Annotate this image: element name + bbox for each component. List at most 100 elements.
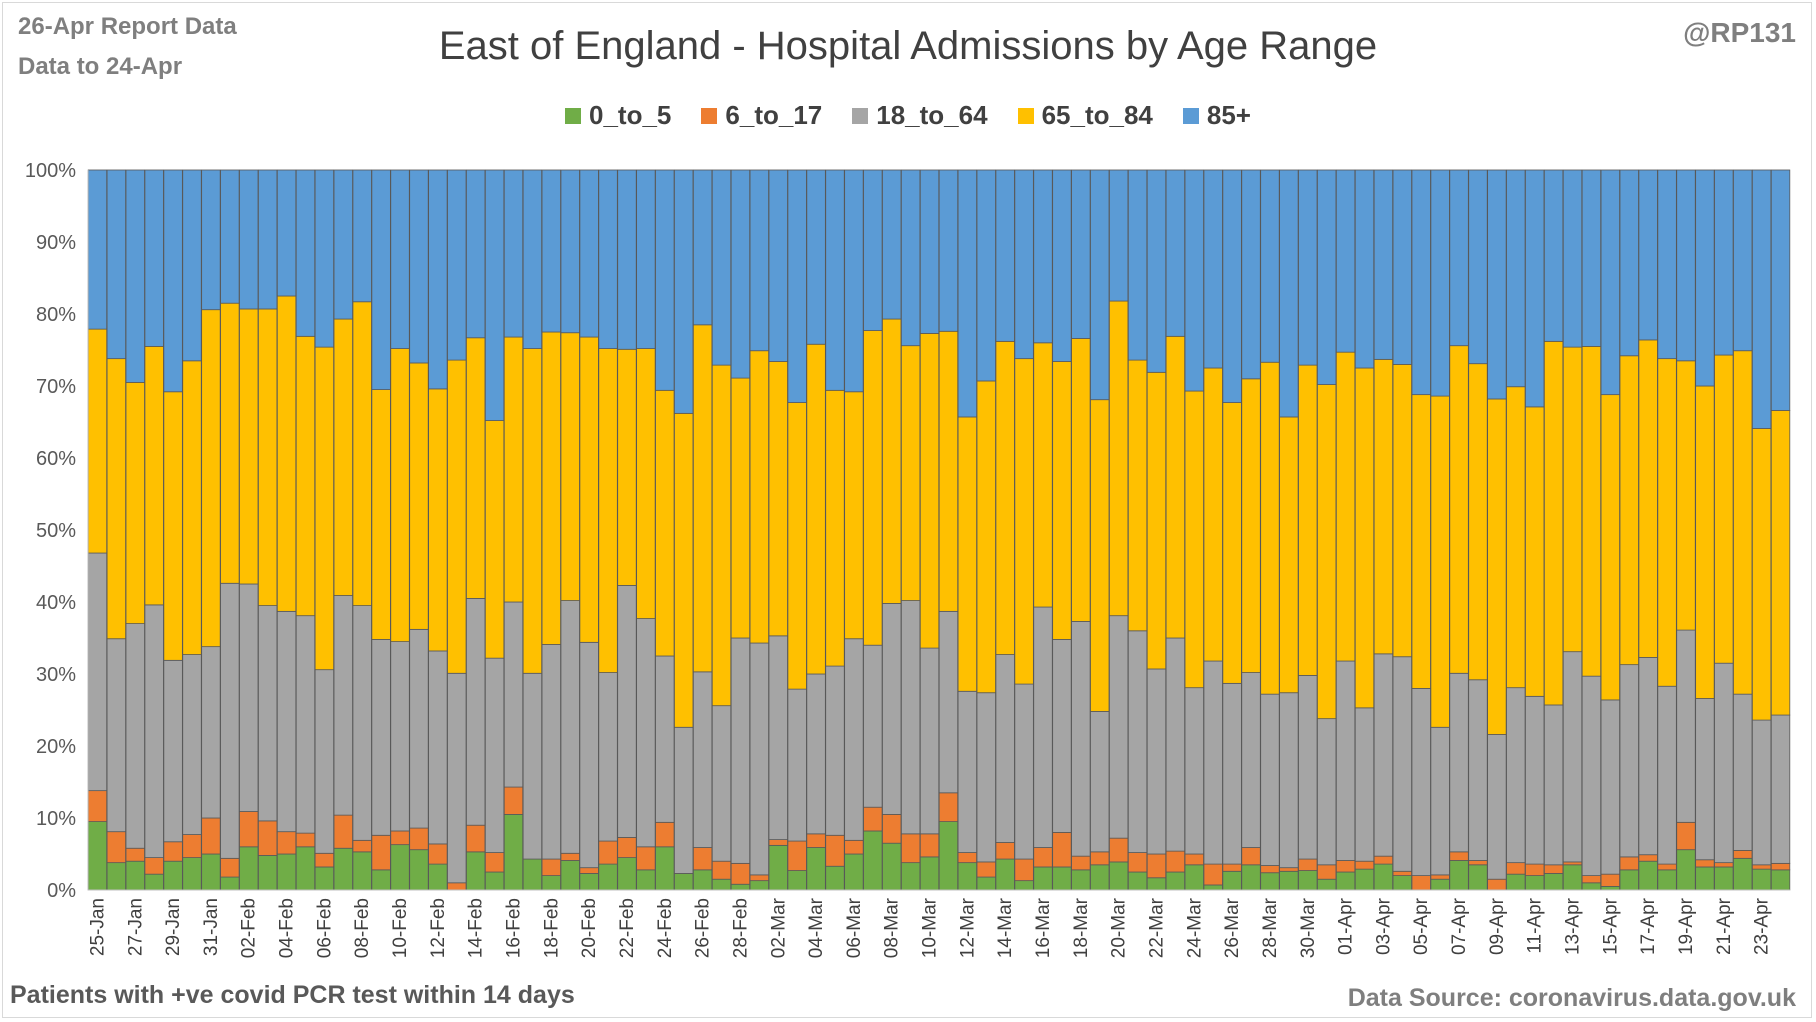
bar-segment-6-to-17: [390, 830, 410, 846]
bar-segment-65-to-84: [579, 336, 599, 643]
bar-segment-0-to-5: [1260, 872, 1280, 891]
bar-segment-6-to-17: [106, 831, 127, 864]
bar-segment-85-plus: [447, 169, 467, 361]
bar-segment-18-to-64: [1562, 651, 1583, 863]
bar-segment-6-to-17: [1298, 858, 1318, 871]
x-tick-label: 04-Feb: [277, 898, 298, 958]
bar-segment-65-to-84: [730, 377, 751, 639]
legend-label-0-to-5: 0_to_5: [589, 100, 672, 130]
bar-segment-18-to-64: [1298, 675, 1318, 860]
bar-segment-18-to-64: [787, 688, 807, 842]
bar-segment-18-to-64: [1222, 682, 1242, 865]
bar-segment-18-to-64: [1354, 707, 1375, 862]
bar-segment-85-plus: [692, 169, 713, 326]
bar-segment-65-to-84: [390, 348, 410, 643]
bar-segment-65-to-84: [1714, 354, 1734, 664]
x-tick-label: 30-Mar: [1298, 897, 1319, 958]
bar-segment-0-to-5: [579, 873, 599, 891]
bar-segment-65-to-84: [636, 348, 656, 619]
bar-segment-65-to-84: [1090, 399, 1110, 712]
bar-segment-0-to-5: [1146, 877, 1167, 891]
bar-segment-18-to-64: [541, 644, 561, 860]
bar-segment-6-to-17: [1562, 861, 1583, 866]
bar-segment-65-to-84: [484, 420, 505, 659]
x-tick-label: 14-Mar: [995, 897, 1016, 958]
bar-segment-85-plus: [503, 169, 524, 338]
bar-segment-18-to-64: [1203, 660, 1223, 865]
bar-segment-85-plus: [1014, 169, 1034, 360]
bar-segment-85-plus: [957, 169, 978, 418]
bar-segment-18-to-64: [125, 623, 145, 849]
bar-segment-6-to-17: [957, 852, 978, 864]
bar-segment-6-to-17: [1733, 850, 1753, 859]
bar-segment-65-to-84: [1298, 364, 1318, 676]
bar-segment-18-to-64: [1600, 699, 1621, 875]
y-tick-label: 100%: [25, 160, 76, 182]
bar-segment-0-to-5: [1506, 873, 1526, 891]
bar-segment-18-to-64: [484, 657, 505, 853]
bar-segment-6-to-17: [87, 790, 108, 823]
bar-segment-6-to-17: [1695, 859, 1715, 868]
bar-segment-6-to-17: [1127, 852, 1148, 873]
bar-segment-85-plus: [1108, 169, 1129, 302]
bar-segment-18-to-64: [863, 644, 883, 808]
bar-segment-0-to-5: [1317, 878, 1337, 891]
bar-segment-65-to-84: [1108, 300, 1129, 617]
bar-segment-0-to-5: [1525, 875, 1545, 891]
bar-segment-85-plus: [1317, 169, 1337, 385]
bar-segment-18-to-64: [239, 583, 259, 812]
x-tick-label: 02-Mar: [768, 897, 789, 958]
bar-segment-18-to-64: [409, 628, 429, 829]
bar-segment-6-to-17: [428, 843, 448, 865]
bar-segment-0-to-5: [1127, 871, 1148, 891]
bar-segment-85-plus: [900, 169, 921, 347]
bar-segment-6-to-17: [1430, 874, 1450, 880]
bar-segment-6-to-17: [371, 834, 391, 871]
bar-segment-65-to-84: [1071, 338, 1091, 622]
data-source: Data Source: coronavirus.data.gov.uk: [1347, 984, 1796, 1012]
bar-segment-85-plus: [1751, 169, 1772, 429]
bar-segment-85-plus: [1714, 169, 1734, 356]
bar-segment-6-to-17: [919, 833, 940, 858]
bar-segment-85-plus: [882, 169, 902, 320]
bar-segment-0-to-5: [1108, 861, 1129, 891]
bar-segment-18-to-64: [182, 654, 202, 835]
y-tick-label: 0%: [47, 880, 76, 902]
bar-segment-65-to-84: [1184, 390, 1204, 689]
bar-segment-65-to-84: [409, 362, 429, 630]
bar-segment-65-to-84: [295, 335, 316, 617]
bar-segment-65-to-84: [1052, 361, 1072, 640]
bar-segment-0-to-5: [1714, 866, 1734, 891]
bar-segment-85-plus: [1638, 169, 1658, 341]
bar-segment-18-to-64: [579, 641, 599, 869]
bar-segment-65-to-84: [1506, 386, 1526, 689]
bar-segment-65-to-84: [447, 359, 467, 674]
bar-segment-85-plus: [1487, 169, 1507, 400]
author-handle: @RP131: [1683, 17, 1796, 48]
bar-segment-6-to-17: [863, 806, 883, 832]
bar-segment-6-to-17: [730, 862, 751, 885]
bar-segment-0-to-5: [1373, 863, 1394, 891]
bar-segment-65-to-84: [674, 412, 694, 728]
x-tick-label: 09-Apr: [1487, 897, 1508, 955]
bar-segment-85-plus: [844, 169, 864, 393]
bar-segment-0-to-5: [390, 844, 410, 891]
bar-segment-65-to-84: [1203, 367, 1223, 662]
bar-segment-18-to-64: [1695, 698, 1715, 861]
x-tick-label: 22-Feb: [617, 898, 638, 958]
bar-segment-65-to-84: [617, 348, 637, 586]
bar-segment-6-to-17: [314, 852, 335, 868]
bar-segment-0-to-5: [1638, 860, 1658, 891]
x-tick-label: 01-Apr: [1336, 897, 1357, 955]
bar-segment-85-plus: [1525, 169, 1545, 408]
y-tick-label: 30%: [36, 664, 76, 686]
bar-segment-0-to-5: [1676, 849, 1696, 891]
bar-segment-85-plus: [1392, 169, 1412, 365]
bar-segment-85-plus: [560, 169, 580, 334]
bar-segment-65-to-84: [1222, 402, 1242, 684]
bar-segment-0-to-5: [882, 842, 902, 891]
bar-segment-18-to-64: [371, 639, 391, 836]
bar-segment-85-plus: [598, 169, 618, 349]
bar-segment-0-to-5: [711, 878, 732, 891]
